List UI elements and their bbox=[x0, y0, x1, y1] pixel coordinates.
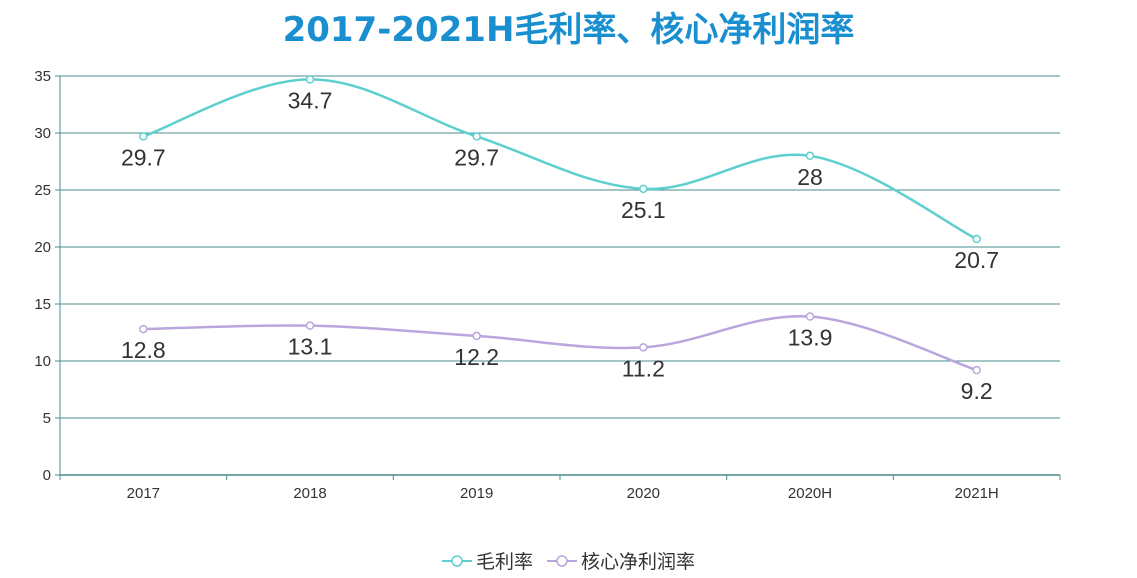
series-line-0 bbox=[142, 78, 978, 241]
data-label: 34.7 bbox=[288, 87, 333, 113]
x-tick-label: 2021H bbox=[955, 485, 999, 502]
legend-line-icon bbox=[441, 554, 472, 567]
data-point bbox=[805, 312, 815, 321]
x-tick-label: 2020H bbox=[788, 485, 832, 502]
legend: 毛利率 核心净利润率 bbox=[0, 547, 1137, 574]
data-point bbox=[472, 331, 481, 341]
legend-item-series-1[interactable]: 核心净利润率 bbox=[547, 547, 695, 574]
data-label: 20.7 bbox=[954, 247, 999, 273]
y-tick-label: 35 bbox=[34, 68, 51, 85]
y-tick-label: 10 bbox=[34, 353, 51, 370]
data-point bbox=[472, 132, 481, 141]
data-point bbox=[639, 343, 648, 352]
data-label: 29.7 bbox=[454, 144, 499, 170]
data-label: 25.1 bbox=[621, 197, 666, 223]
y-tick-label: 15 bbox=[34, 296, 51, 313]
y-tick-label: 20 bbox=[34, 239, 51, 256]
y-tick-label: 0 bbox=[43, 467, 51, 484]
data-label: 9.2 bbox=[961, 378, 993, 404]
data-point bbox=[139, 132, 148, 141]
data-point bbox=[305, 321, 315, 330]
chart-title: 2017-2021H毛利率、核心净利润率 bbox=[282, 10, 855, 50]
data-label: 13.9 bbox=[788, 325, 833, 351]
x-tick-label: 2020 bbox=[627, 485, 660, 502]
x-tick-label: 2017 bbox=[127, 485, 160, 502]
legend-label-series-0: 毛利率 bbox=[475, 551, 533, 573]
legend-label-series-1: 核心净利润率 bbox=[581, 551, 696, 573]
data-point bbox=[139, 324, 148, 334]
series-line-1 bbox=[143, 314, 978, 372]
y-tick-label: 5 bbox=[43, 410, 51, 427]
data-point bbox=[972, 234, 981, 244]
y-tick-label: 30 bbox=[34, 125, 51, 142]
x-tick-label: 2018 bbox=[293, 485, 326, 502]
data-label: 12.2 bbox=[454, 344, 499, 370]
data-point bbox=[639, 184, 648, 194]
legend-item-series-0[interactable]: 毛利率 bbox=[441, 547, 533, 574]
data-label: 13.1 bbox=[288, 334, 333, 360]
data-label: 28 bbox=[797, 164, 823, 190]
data-point bbox=[305, 75, 315, 84]
y-tick-label: 25 bbox=[34, 182, 51, 199]
data-label: 11.2 bbox=[622, 355, 665, 381]
data-label: 12.8 bbox=[121, 337, 166, 363]
legend-line-icon bbox=[547, 554, 577, 567]
data-point bbox=[972, 365, 981, 375]
data-point bbox=[805, 151, 815, 161]
data-label: 29.7 bbox=[121, 144, 166, 170]
x-tick-label: 2019 bbox=[460, 485, 493, 502]
